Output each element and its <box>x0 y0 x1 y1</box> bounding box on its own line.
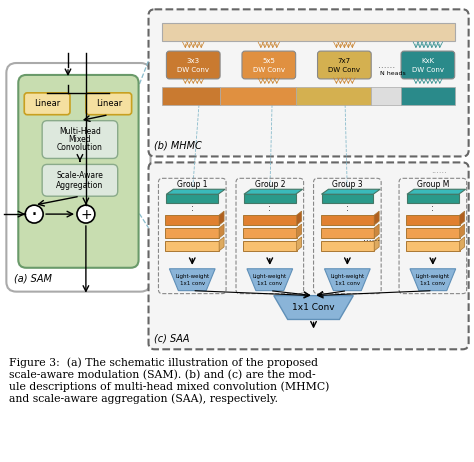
Text: Light-weight: Light-weight <box>253 274 287 279</box>
Polygon shape <box>321 189 380 194</box>
Text: (c) SAA: (c) SAA <box>155 333 190 343</box>
FancyBboxPatch shape <box>6 63 151 292</box>
Text: DW Conv: DW Conv <box>177 67 209 73</box>
Polygon shape <box>460 237 465 251</box>
Polygon shape <box>219 211 224 225</box>
Polygon shape <box>406 241 460 251</box>
Text: :: : <box>191 204 194 213</box>
Text: ·: · <box>31 205 38 225</box>
Polygon shape <box>320 241 374 251</box>
Polygon shape <box>460 224 465 238</box>
Text: 5x5: 5x5 <box>263 58 275 64</box>
Polygon shape <box>243 228 297 238</box>
Text: 1x1 conv: 1x1 conv <box>335 281 360 286</box>
Text: Light-weight: Light-weight <box>330 274 365 279</box>
Polygon shape <box>243 215 297 225</box>
Polygon shape <box>320 215 374 225</box>
Text: 1x1 conv: 1x1 conv <box>180 281 205 286</box>
Polygon shape <box>219 237 224 251</box>
FancyBboxPatch shape <box>166 51 220 79</box>
FancyBboxPatch shape <box>148 9 469 157</box>
Polygon shape <box>407 194 459 203</box>
FancyBboxPatch shape <box>318 51 371 79</box>
Text: (a) SAM: (a) SAM <box>14 274 52 284</box>
Polygon shape <box>166 194 218 203</box>
Polygon shape <box>406 215 460 225</box>
Polygon shape <box>406 228 460 238</box>
Polygon shape <box>374 237 379 251</box>
Text: :: : <box>431 204 434 213</box>
Polygon shape <box>320 228 374 238</box>
Text: N heads: N heads <box>380 72 406 76</box>
Polygon shape <box>297 224 301 238</box>
FancyBboxPatch shape <box>148 163 469 349</box>
Text: DW Conv: DW Conv <box>412 67 444 73</box>
Text: KxK: KxK <box>421 58 435 64</box>
Bar <box>220 87 296 105</box>
Polygon shape <box>244 189 302 194</box>
Text: ......: ...... <box>379 61 396 69</box>
Bar <box>296 87 371 105</box>
Text: ......: ...... <box>431 166 447 175</box>
Polygon shape <box>374 224 379 238</box>
Bar <box>163 87 220 105</box>
Text: Multi-Head: Multi-Head <box>59 127 101 136</box>
Text: 1x1 conv: 1x1 conv <box>420 281 446 286</box>
Circle shape <box>25 205 43 223</box>
Polygon shape <box>244 194 296 203</box>
FancyBboxPatch shape <box>42 121 118 158</box>
Polygon shape <box>274 296 353 319</box>
Polygon shape <box>410 269 456 291</box>
Polygon shape <box>297 237 301 251</box>
Bar <box>163 23 455 41</box>
Text: Group M: Group M <box>417 180 449 189</box>
Polygon shape <box>165 228 219 238</box>
Text: Scale-Aware: Scale-Aware <box>56 171 103 180</box>
Text: Linear: Linear <box>34 99 60 108</box>
Polygon shape <box>165 241 219 251</box>
Text: Light-weight: Light-weight <box>175 274 210 279</box>
Polygon shape <box>460 211 465 225</box>
Text: :: : <box>346 204 349 213</box>
Text: Light-weight: Light-weight <box>416 274 450 279</box>
Text: (b) MHMC: (b) MHMC <box>155 140 202 151</box>
FancyBboxPatch shape <box>401 51 455 79</box>
Text: Aggregation: Aggregation <box>56 181 103 190</box>
Text: 7x7: 7x7 <box>338 58 351 64</box>
Text: 3x3: 3x3 <box>187 58 200 64</box>
Text: Mixed: Mixed <box>69 135 91 144</box>
Text: Linear: Linear <box>96 99 122 108</box>
FancyBboxPatch shape <box>18 75 138 268</box>
Text: 1x1 Conv: 1x1 Conv <box>292 303 335 312</box>
Text: Figure 3:  (a) The schematic illustration of the proposed
scale-aware modulation: Figure 3: (a) The schematic illustration… <box>9 357 330 404</box>
Circle shape <box>77 205 95 223</box>
Text: Group 2: Group 2 <box>255 180 285 189</box>
Polygon shape <box>374 211 379 225</box>
Polygon shape <box>166 189 225 194</box>
FancyBboxPatch shape <box>86 93 132 115</box>
Text: Convolution: Convolution <box>57 143 103 152</box>
Polygon shape <box>297 211 301 225</box>
Polygon shape <box>169 269 215 291</box>
Polygon shape <box>219 224 224 238</box>
Polygon shape <box>247 269 292 291</box>
Polygon shape <box>165 215 219 225</box>
Polygon shape <box>325 269 370 291</box>
Text: DW Conv: DW Conv <box>328 67 360 73</box>
Polygon shape <box>407 189 465 194</box>
FancyBboxPatch shape <box>42 164 118 196</box>
Text: Group 1: Group 1 <box>177 180 208 189</box>
Polygon shape <box>243 241 297 251</box>
Text: ......: ...... <box>363 234 380 243</box>
Polygon shape <box>321 194 373 203</box>
FancyBboxPatch shape <box>242 51 296 79</box>
Text: :: : <box>268 204 271 213</box>
Text: Group 3: Group 3 <box>332 180 363 189</box>
Text: 1x1 conv: 1x1 conv <box>257 281 283 286</box>
Bar <box>371 87 401 105</box>
FancyBboxPatch shape <box>24 93 70 115</box>
Text: DW Conv: DW Conv <box>253 67 285 73</box>
Bar <box>401 87 455 105</box>
Text: +: + <box>80 207 91 222</box>
